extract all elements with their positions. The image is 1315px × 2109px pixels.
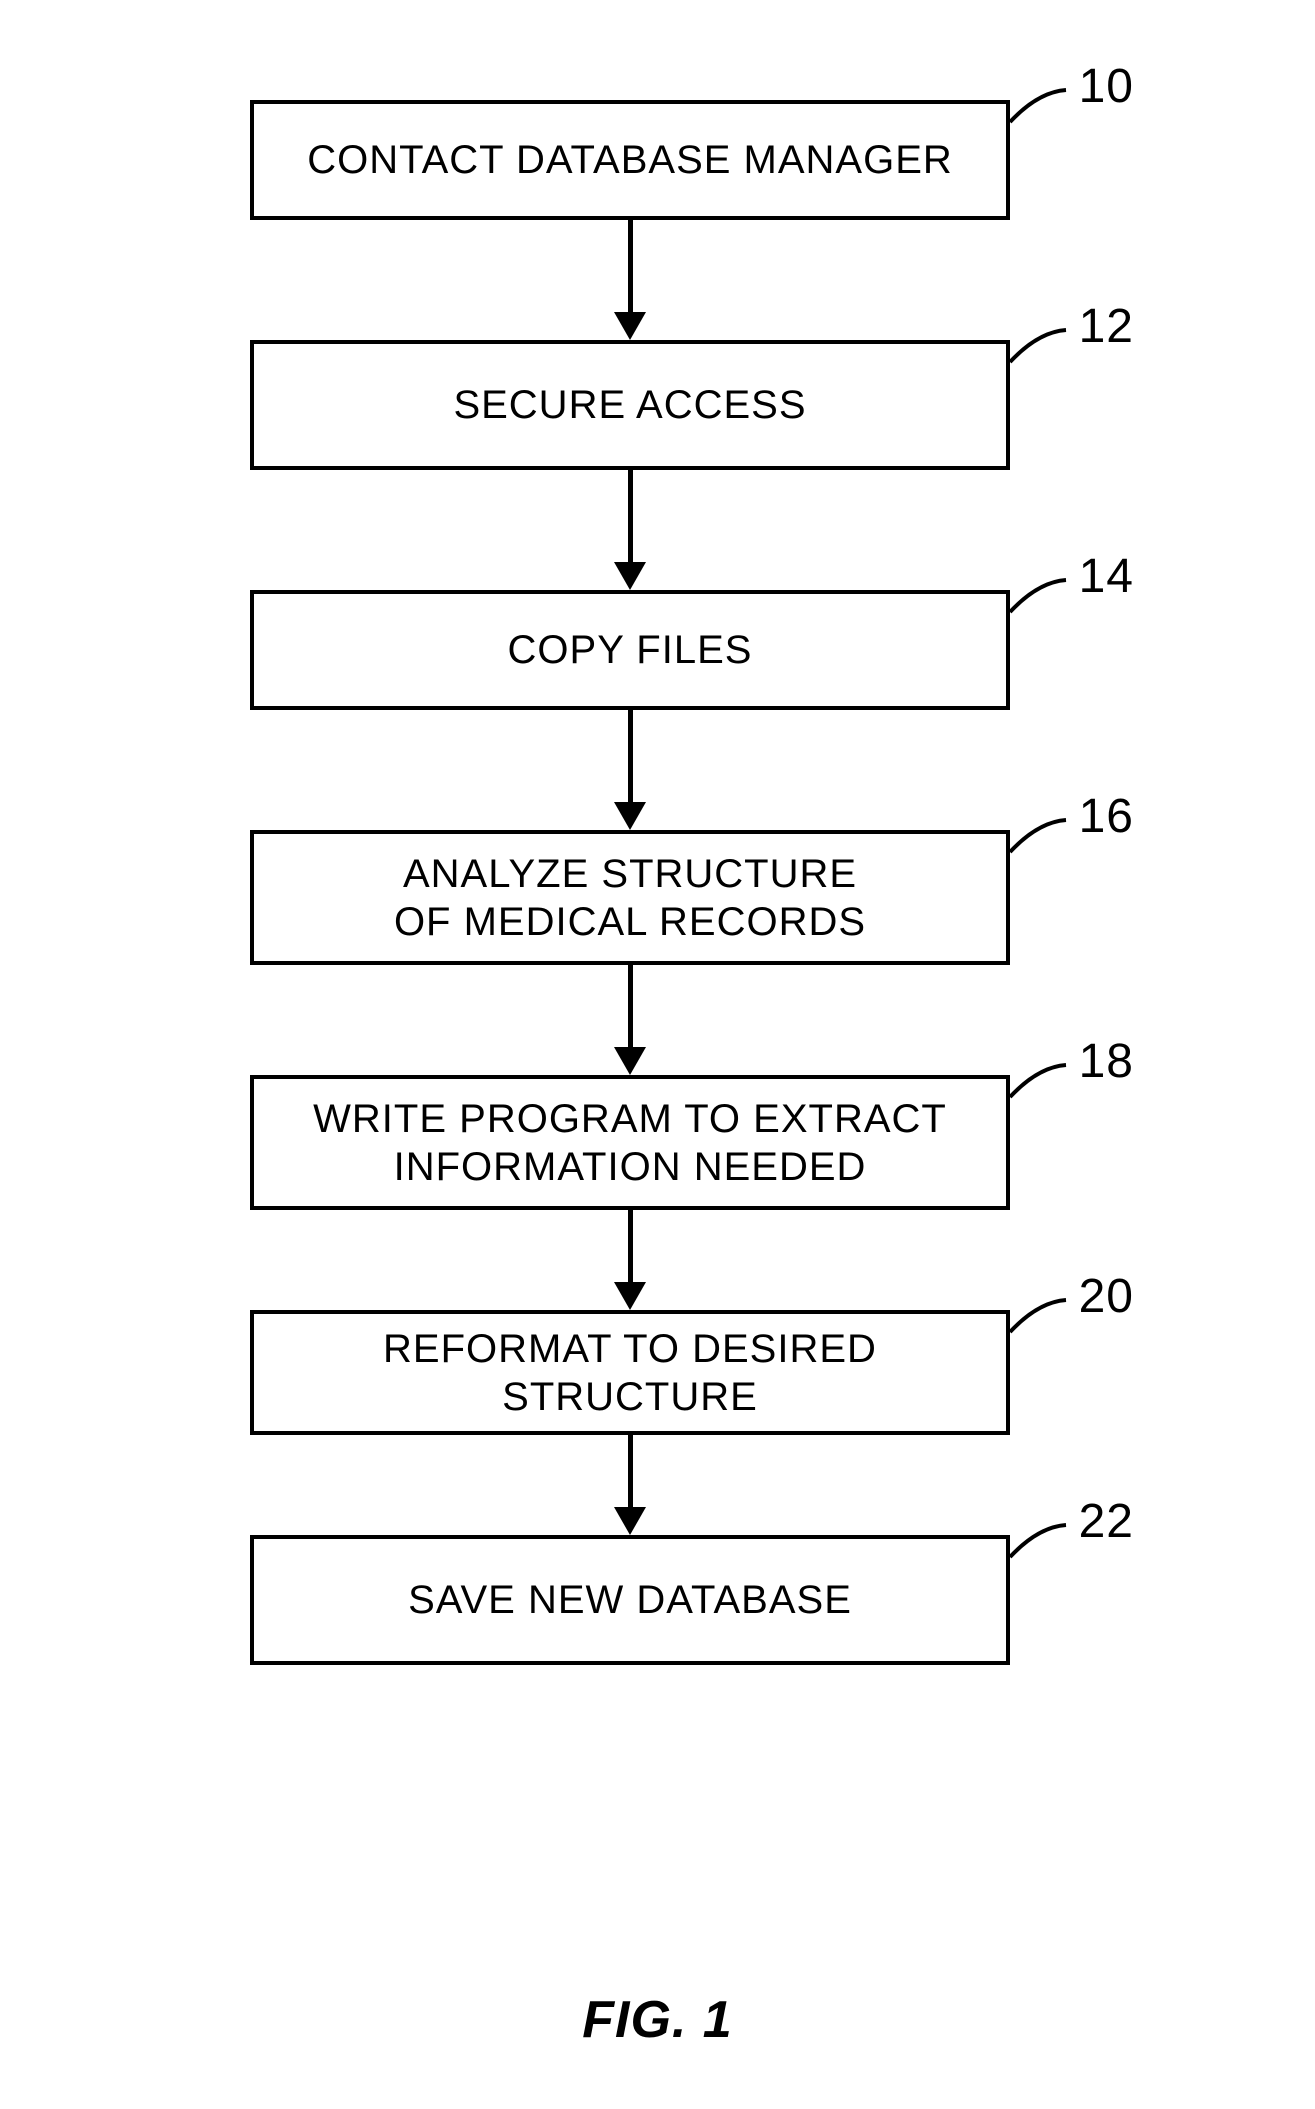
flow-step: SAVE NEW DATABASE 22 bbox=[130, 1535, 1130, 1665]
ref-leader-icon bbox=[1008, 1061, 1070, 1101]
ref-number: 18 bbox=[1079, 1034, 1134, 1089]
flow-step: WRITE PROGRAM TO EXTRACTINFORMATION NEED… bbox=[130, 1075, 1130, 1310]
flow-step: COPY FILES 14 bbox=[130, 590, 1130, 830]
ref-leader-icon bbox=[1008, 576, 1070, 616]
ref-leader-icon bbox=[1008, 86, 1070, 126]
node-analyze-structure: ANALYZE STRUCTUREOF MEDICAL RECORDS 16 bbox=[250, 830, 1010, 965]
flow-step: SECURE ACCESS 12 bbox=[130, 340, 1130, 590]
ref-leader-icon bbox=[1008, 1521, 1070, 1561]
ref-number: 16 bbox=[1079, 789, 1134, 844]
ref-number: 14 bbox=[1079, 549, 1134, 604]
node-write-program: WRITE PROGRAM TO EXTRACTINFORMATION NEED… bbox=[250, 1075, 1010, 1210]
arrow-icon bbox=[614, 1210, 646, 1310]
node-copy-files: COPY FILES 14 bbox=[250, 590, 1010, 710]
node-label: CONTACT DATABASE MANAGER bbox=[287, 130, 973, 190]
node-label: SAVE NEW DATABASE bbox=[388, 1570, 872, 1630]
arrow-icon bbox=[614, 470, 646, 590]
arrow-icon bbox=[614, 220, 646, 340]
figure-caption: FIG. 1 bbox=[0, 1990, 1315, 2050]
flow-step: ANALYZE STRUCTUREOF MEDICAL RECORDS 16 bbox=[130, 830, 1130, 1075]
flowchart-container: CONTACT DATABASE MANAGER 10 SECURE ACCES… bbox=[130, 100, 1130, 1665]
node-label: ANALYZE STRUCTUREOF MEDICAL RECORDS bbox=[374, 844, 886, 952]
ref-leader-icon bbox=[1008, 326, 1070, 366]
node-label: COPY FILES bbox=[488, 620, 773, 680]
node-save-new-database: SAVE NEW DATABASE 22 bbox=[250, 1535, 1010, 1665]
node-secure-access: SECURE ACCESS 12 bbox=[250, 340, 1010, 470]
ref-number: 22 bbox=[1079, 1494, 1134, 1549]
node-contact-database-manager: CONTACT DATABASE MANAGER 10 bbox=[250, 100, 1010, 220]
ref-number: 10 bbox=[1079, 59, 1134, 114]
node-label: WRITE PROGRAM TO EXTRACTINFORMATION NEED… bbox=[293, 1089, 967, 1197]
node-reformat: REFORMAT TO DESIRED STRUCTURE 20 bbox=[250, 1310, 1010, 1435]
flow-step: CONTACT DATABASE MANAGER 10 bbox=[130, 100, 1130, 340]
ref-leader-icon bbox=[1008, 816, 1070, 856]
node-label: SECURE ACCESS bbox=[433, 375, 826, 435]
ref-leader-icon bbox=[1008, 1296, 1070, 1336]
arrow-icon bbox=[614, 710, 646, 830]
ref-number: 12 bbox=[1079, 299, 1134, 354]
arrow-icon bbox=[614, 965, 646, 1075]
node-label: REFORMAT TO DESIRED STRUCTURE bbox=[254, 1319, 1006, 1427]
arrow-icon bbox=[614, 1435, 646, 1535]
ref-number: 20 bbox=[1079, 1269, 1134, 1324]
flow-step: REFORMAT TO DESIRED STRUCTURE 20 bbox=[130, 1310, 1130, 1535]
